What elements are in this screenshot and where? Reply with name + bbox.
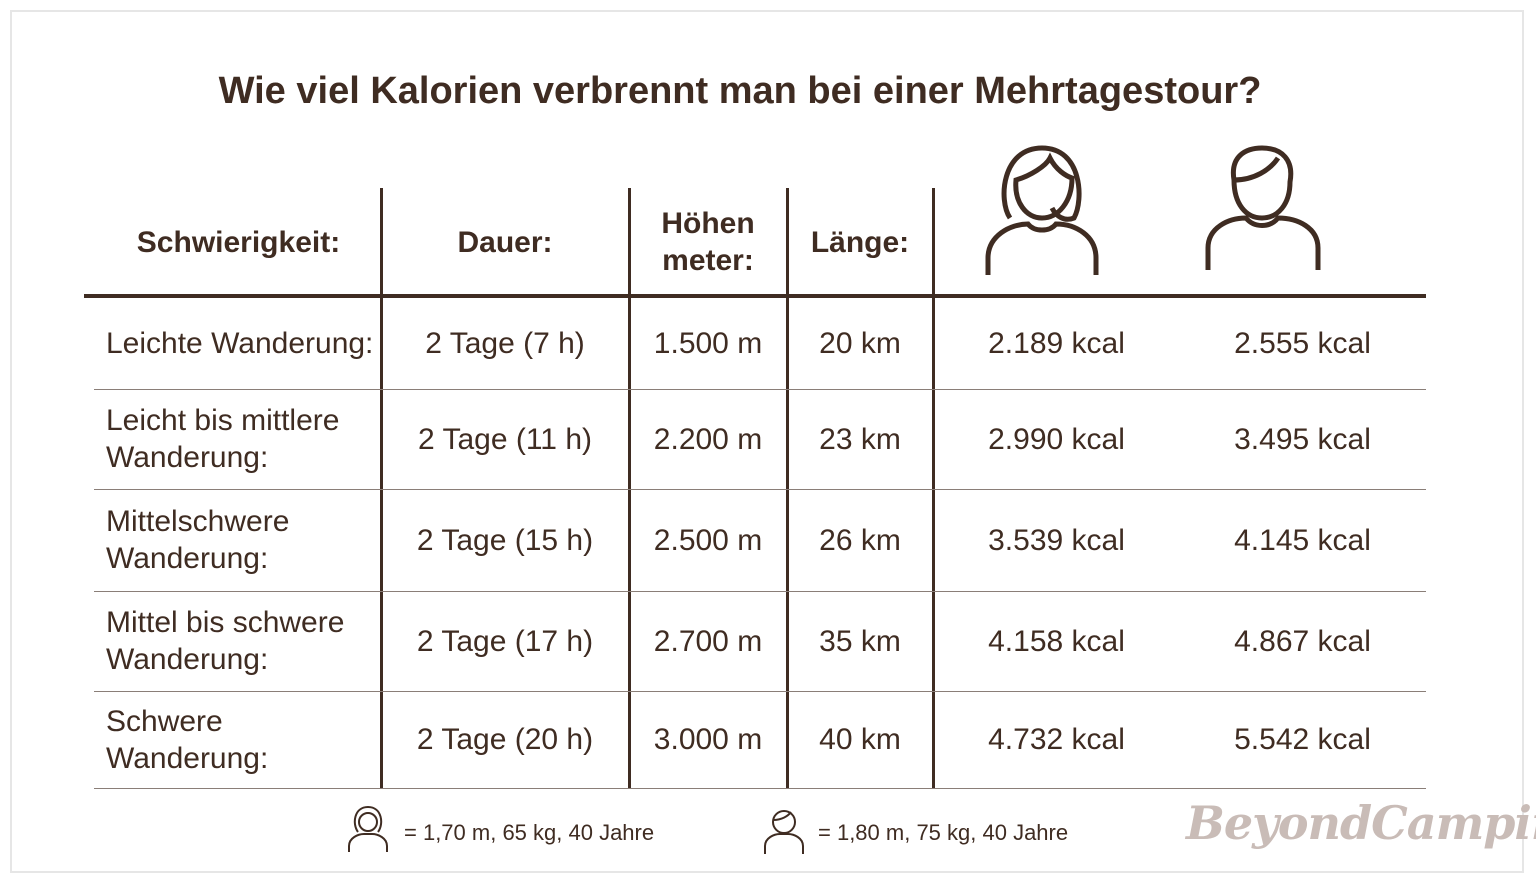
table-cell: 35 km xyxy=(819,624,901,658)
table-cell: 40 km xyxy=(819,723,901,756)
row-label: Leicht bis mittlere Wanderung: xyxy=(106,404,340,474)
table-cell: 2 Tage (17 h) xyxy=(416,624,594,658)
header-cell: Dauer: xyxy=(457,225,553,259)
table-cell: 1.500 m xyxy=(653,326,763,360)
woman-legend-icon xyxy=(348,805,388,852)
table-cell: 4.158 kcal xyxy=(988,624,1125,658)
table-cell: 2.990 kcal xyxy=(988,422,1125,456)
column-divider xyxy=(932,188,935,788)
table-cell: 4.732 kcal xyxy=(988,723,1125,756)
column-divider xyxy=(786,188,789,788)
table-cell: 5.542 kcal xyxy=(1234,723,1371,756)
table-cell: 2 Tage (20 h) xyxy=(416,723,594,756)
table-cell: 2 Tage (15 h) xyxy=(416,523,594,557)
row-divider xyxy=(94,591,1426,592)
logo: BeyondCamping xyxy=(1186,796,1536,850)
table-cell: 2 Tage (11 h) xyxy=(417,422,592,456)
row-label: Mittelschwere Wanderung: xyxy=(106,505,290,575)
man-icon xyxy=(1205,145,1321,270)
title: Wie viel Kalorien verbrennt man bei eine… xyxy=(218,70,1262,112)
row-divider xyxy=(94,489,1426,490)
man-legend-icon xyxy=(764,810,804,854)
row-label: Schwere Wanderung: xyxy=(106,704,269,775)
row-divider xyxy=(94,389,1426,390)
table-cell: 2.200 m xyxy=(653,422,763,456)
header-cell: Schwierigkeit: xyxy=(136,225,341,259)
table-cell: 2.500 m xyxy=(653,523,763,557)
row-label: Mittel bis schwere Wanderung: xyxy=(106,606,345,676)
table-cell: 2 Tage (7 h) xyxy=(425,326,585,360)
column-divider xyxy=(628,188,631,788)
table-cell: 2.700 m xyxy=(653,624,763,658)
legend-text: = 1,70 m, 65 kg, 40 Jahre xyxy=(404,820,655,845)
legend-text: = 1,80 m, 75 kg, 40 Jahre xyxy=(818,820,1069,845)
column-divider xyxy=(380,188,383,788)
table-cell: 3.495 kcal xyxy=(1234,422,1371,456)
table-cell: 4.145 kcal xyxy=(1234,523,1371,557)
frame xyxy=(10,10,1524,873)
table-cell: 3.539 kcal xyxy=(988,523,1125,557)
row-divider xyxy=(94,691,1426,692)
table-cell: 2.189 kcal xyxy=(988,326,1125,360)
table-cell: 3.000 m xyxy=(653,723,763,756)
table-cell: 20 km xyxy=(819,326,901,360)
table-cell: 4.867 kcal xyxy=(1234,624,1371,658)
table-cell: 2.555 kcal xyxy=(1234,326,1371,360)
row-divider xyxy=(94,788,1426,789)
woman-icon xyxy=(985,145,1099,275)
table-cell: 23 km xyxy=(819,422,901,456)
header-cell: Länge: xyxy=(810,225,910,259)
row-label: Leichte Wanderung: xyxy=(106,326,374,360)
table-cell: 26 km xyxy=(819,523,901,557)
header-rule xyxy=(84,294,1426,298)
header-cell: Höhen meter: xyxy=(661,207,755,277)
